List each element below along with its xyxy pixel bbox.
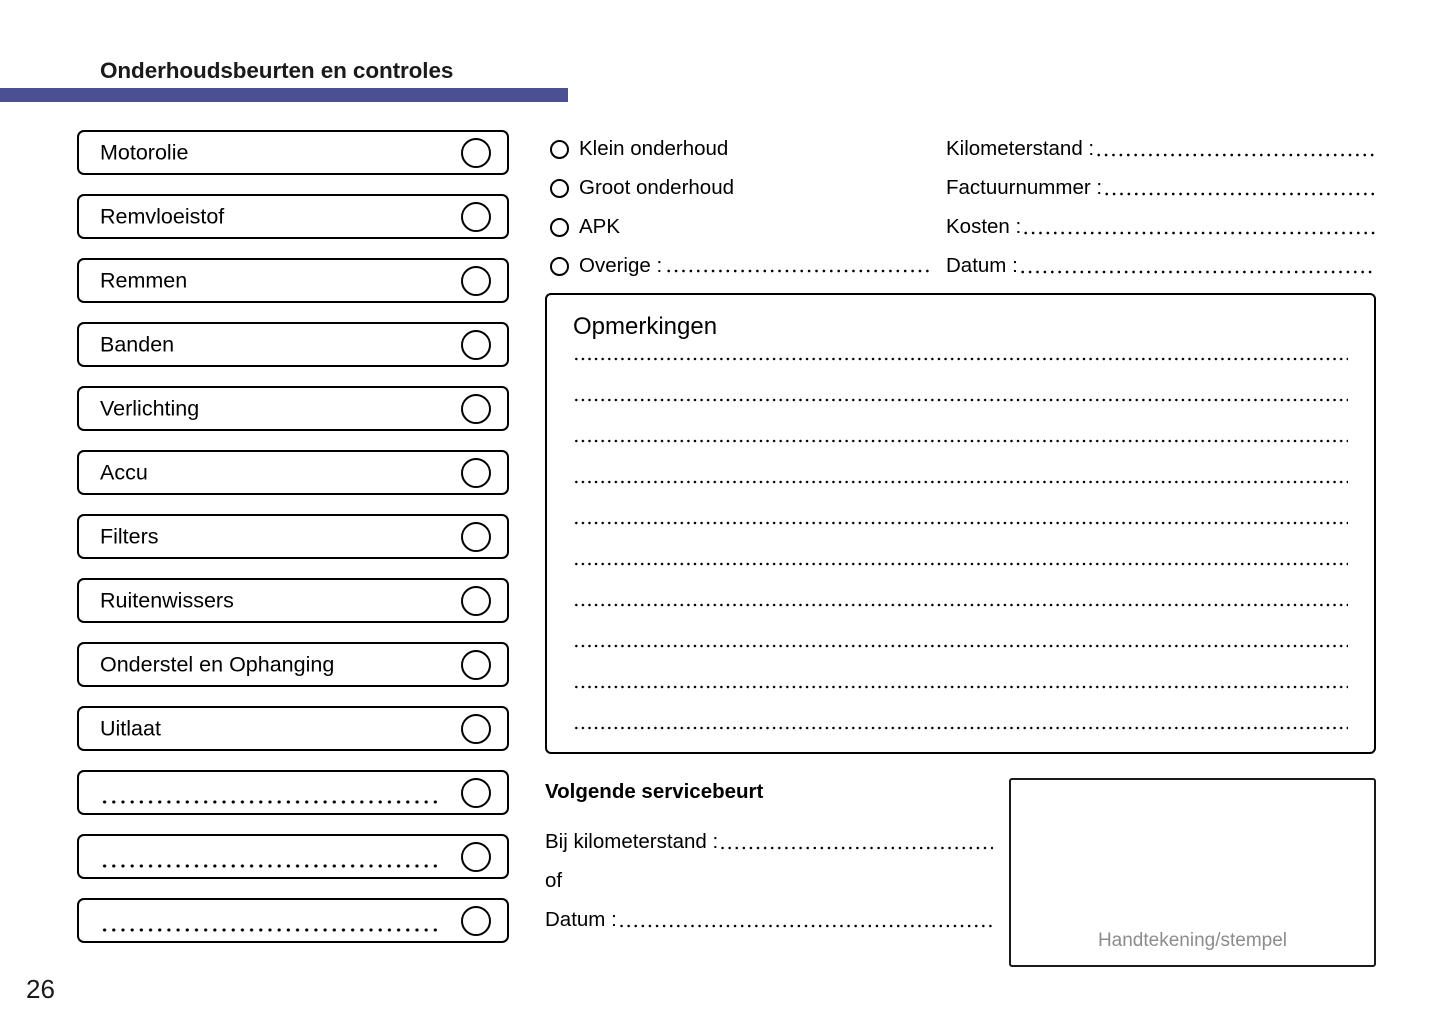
checklist-item-label: Banden xyxy=(100,331,175,356)
checklist-check-circle-icon[interactable] xyxy=(461,457,491,488)
checklist-check-circle-icon[interactable] xyxy=(461,201,491,232)
checklist-check-circle-icon[interactable] xyxy=(461,713,491,744)
meta-field-row[interactable]: Datum : xyxy=(946,247,1376,286)
checklist-item-label: Accu xyxy=(100,459,148,484)
remarks-write-line[interactable] xyxy=(573,644,1348,648)
page-number: 26 xyxy=(26,974,55,1004)
remarks-write-line[interactable] xyxy=(573,562,1348,566)
checklist-row[interactable]: Motorolie xyxy=(77,130,509,175)
remarks-writing-lines xyxy=(573,357,1348,730)
checklist-check-circle-icon[interactable] xyxy=(461,905,491,936)
meta-field-label: Kosten : xyxy=(946,215,1022,239)
next-service-row: of xyxy=(545,862,993,901)
checklist-check-circle-icon[interactable] xyxy=(461,841,491,872)
meta-field-write-line[interactable] xyxy=(1103,192,1376,196)
next-service-write-line[interactable] xyxy=(719,845,993,850)
service-type-option[interactable]: Groot onderhoud xyxy=(550,169,930,208)
service-type-option[interactable]: APK xyxy=(550,208,930,247)
service-type-options: Klein onderhoud Groot onderhoud APK Overige… xyxy=(550,130,930,286)
checklist-row[interactable]: Banden xyxy=(77,322,509,367)
checklist-row[interactable]: Filters xyxy=(77,514,509,559)
service-type-label: Overige : xyxy=(579,254,663,278)
checklist-check-circle-icon[interactable] xyxy=(461,585,491,616)
remarks-write-line[interactable] xyxy=(573,357,1348,361)
remarks-box[interactable]: Opmerkingen xyxy=(545,293,1376,754)
signature-caption: Handtekening/stempel xyxy=(1097,930,1288,951)
meta-field-write-line[interactable] xyxy=(1095,153,1376,157)
checklist-row[interactable] xyxy=(77,898,509,943)
checklist-item-label: Verlichting xyxy=(100,395,200,420)
checklist-item-label: Motorolie xyxy=(100,139,189,164)
service-meta-fields: Kilometerstand : Factuurnummer : Kosten : D… xyxy=(946,130,1376,286)
page-title: Onderhoudsbeurten en controles xyxy=(100,58,454,83)
checklist-check-circle-icon[interactable] xyxy=(461,265,491,296)
checklist-row[interactable] xyxy=(77,834,509,879)
remarks-write-line[interactable] xyxy=(573,439,1348,443)
checklist-blank-write-line[interactable] xyxy=(100,864,439,868)
remarks-write-line[interactable] xyxy=(573,521,1348,525)
meta-field-row[interactable]: Kosten : xyxy=(946,208,1376,247)
checklist-item-label: Ruitenwissers xyxy=(100,587,234,612)
next-service-label: Datum : xyxy=(545,907,617,931)
radio-circle-icon[interactable] xyxy=(550,218,569,237)
next-service-row[interactable]: Datum : xyxy=(545,901,993,940)
next-service-label: Bij kilometerstand : xyxy=(545,829,719,853)
service-type-label: Groot onderhoud xyxy=(579,176,735,200)
checklist-item-label: Uitlaat xyxy=(100,715,161,740)
meta-field-label: Factuurnummer : xyxy=(946,176,1103,200)
service-type-label: APK xyxy=(579,215,621,239)
checklist-row[interactable]: Onderstel en Ophanging xyxy=(77,642,509,687)
maintenance-checklist: Motorolie Remvloeistof Remmen Banden Verlich… xyxy=(77,130,509,962)
radio-circle-icon[interactable] xyxy=(550,179,569,198)
remarks-write-line[interactable] xyxy=(573,480,1348,484)
service-type-write-line[interactable] xyxy=(665,269,930,273)
checklist-row[interactable]: Verlichting xyxy=(77,386,509,431)
service-type-option[interactable]: Overige : xyxy=(550,247,930,286)
remarks-write-line[interactable] xyxy=(573,726,1348,730)
checklist-row[interactable]: Uitlaat xyxy=(77,706,509,751)
checklist-item-label: Remmen xyxy=(100,267,188,292)
checklist-row[interactable]: Ruitenwissers xyxy=(77,578,509,623)
meta-field-row[interactable]: Factuurnummer : xyxy=(946,169,1376,208)
meta-field-write-line[interactable] xyxy=(1022,231,1376,235)
checklist-check-circle-icon[interactable] xyxy=(461,329,491,360)
next-service-rows: Bij kilometerstand : of Datum : xyxy=(545,823,993,940)
remarks-write-line[interactable] xyxy=(573,398,1348,402)
radio-circle-icon[interactable] xyxy=(550,257,569,276)
service-type-label: Klein onderhoud xyxy=(579,137,729,161)
meta-field-write-line[interactable] xyxy=(1018,270,1376,274)
checklist-check-circle-icon[interactable] xyxy=(461,777,491,808)
checklist-check-circle-icon[interactable] xyxy=(461,137,491,168)
checklist-check-circle-icon[interactable] xyxy=(461,521,491,552)
title-underline-rule xyxy=(0,88,568,102)
remarks-write-line[interactable] xyxy=(573,685,1348,689)
meta-field-row[interactable]: Kilometerstand : xyxy=(946,130,1376,169)
checklist-check-circle-icon[interactable] xyxy=(461,649,491,680)
checklist-row[interactable] xyxy=(77,770,509,815)
next-service-label: of xyxy=(545,868,563,892)
meta-field-label: Datum : xyxy=(946,254,1018,278)
checklist-blank-write-line[interactable] xyxy=(100,800,439,804)
radio-circle-icon[interactable] xyxy=(550,140,569,159)
remarks-title: Opmerkingen xyxy=(573,313,718,340)
next-service-block: Volgende servicebeurt Bij kilometerstand… xyxy=(545,780,993,940)
checklist-item-label: Remvloeistof xyxy=(100,203,225,228)
next-service-row[interactable]: Bij kilometerstand : xyxy=(545,823,993,862)
next-service-write-line[interactable] xyxy=(617,923,993,928)
checklist-row[interactable]: Remvloeistof xyxy=(77,194,509,239)
signature-stamp-box[interactable]: Handtekening/stempel xyxy=(1009,778,1376,967)
checklist-item-label: Onderstel en Ophanging xyxy=(100,651,335,676)
checklist-row[interactable]: Accu xyxy=(77,450,509,495)
remarks-write-line[interactable] xyxy=(573,603,1348,607)
checklist-item-label: Filters xyxy=(100,523,159,548)
checklist-blank-write-line[interactable] xyxy=(100,928,439,932)
service-type-option[interactable]: Klein onderhoud xyxy=(550,130,930,169)
checklist-row[interactable]: Remmen xyxy=(77,258,509,303)
next-service-title: Volgende servicebeurt xyxy=(545,780,764,803)
meta-field-label: Kilometerstand : xyxy=(946,137,1095,161)
checklist-check-circle-icon[interactable] xyxy=(461,393,491,424)
